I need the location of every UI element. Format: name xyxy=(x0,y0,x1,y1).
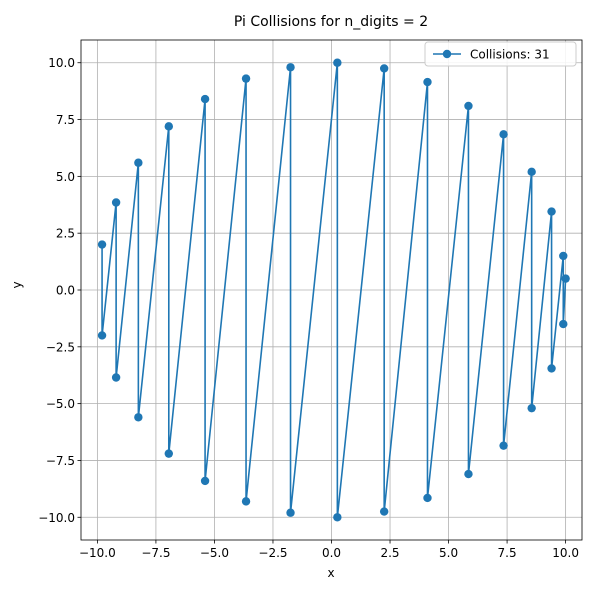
data-point xyxy=(241,74,251,83)
x-tick-label: −2.5 xyxy=(258,546,287,560)
data-point xyxy=(111,373,121,382)
data-point xyxy=(164,449,173,458)
data-point xyxy=(97,331,107,340)
y-tick-label: 10.0 xyxy=(48,56,75,70)
data-point xyxy=(464,101,473,111)
y-tick-label: 7.5 xyxy=(56,113,75,127)
data-point xyxy=(134,413,143,422)
data-point xyxy=(286,63,295,72)
legend-label: Collisions: 31 xyxy=(470,48,550,62)
data-point xyxy=(333,58,342,67)
data-point xyxy=(547,207,556,216)
x-tick-label: 10.0 xyxy=(552,546,579,560)
data-point xyxy=(333,513,342,522)
y-axis-label: y xyxy=(10,281,24,288)
data-point xyxy=(111,198,121,207)
x-tick-label: 2.5 xyxy=(380,546,399,560)
data-point xyxy=(559,319,568,329)
data-point xyxy=(379,507,389,516)
data-point xyxy=(200,94,210,104)
data-point xyxy=(499,441,508,450)
y-tick-label: 2.5 xyxy=(56,227,75,241)
y-tick-label: −2.5 xyxy=(46,340,75,354)
legend-marker xyxy=(442,49,452,59)
data-point xyxy=(499,130,508,139)
data-point xyxy=(241,497,251,506)
y-tick-label: −5.0 xyxy=(46,397,75,411)
x-tick-label: 0.0 xyxy=(322,546,341,560)
x-tick-label: 7.5 xyxy=(498,546,517,560)
legend-box xyxy=(424,41,577,67)
ticks: −10.0 −7.5 −5.0 −2.5 0.0 2.5 5.0 7.5 10.0 −10.0 −7… xyxy=(38,56,579,560)
data-point xyxy=(527,167,536,177)
data-point xyxy=(561,274,570,283)
x-axis-label: x xyxy=(327,566,334,580)
chart-title: Pi Collisions for n_digits = 2 xyxy=(234,14,428,30)
data-point xyxy=(527,403,536,413)
data-point xyxy=(200,476,210,486)
series-layer xyxy=(97,58,570,522)
data-point xyxy=(97,240,107,249)
data-point xyxy=(423,493,432,503)
x-tick-label: 5.0 xyxy=(439,546,458,560)
data-point xyxy=(379,64,389,73)
x-tick-label: −7.5 xyxy=(141,546,170,560)
y-tick-label: 0.0 xyxy=(56,284,75,298)
y-tick-label: −7.5 xyxy=(46,454,75,468)
legend: Collisions: 31 xyxy=(424,41,577,67)
data-point xyxy=(559,251,568,261)
data-point xyxy=(134,158,143,167)
y-tick-label: −10.0 xyxy=(38,511,75,525)
data-point xyxy=(423,77,432,87)
y-tick-label: 5.0 xyxy=(56,170,75,184)
data-point xyxy=(464,469,473,479)
data-point xyxy=(547,364,556,373)
x-tick-label: −5.0 xyxy=(200,546,229,560)
x-tick-label: −10.0 xyxy=(79,546,116,560)
data-point xyxy=(286,508,295,517)
data-point xyxy=(164,122,173,131)
